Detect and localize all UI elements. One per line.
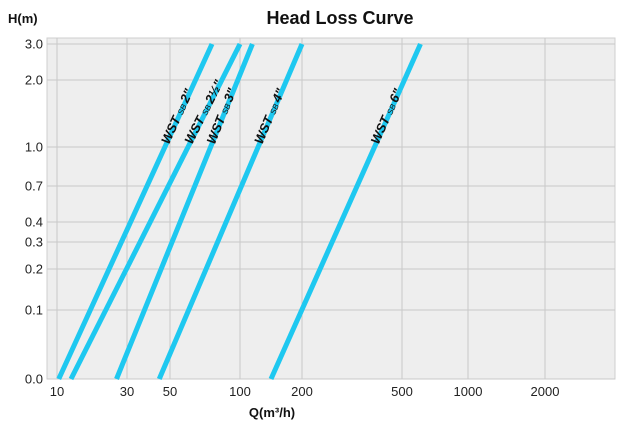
x-tick-label: 200	[291, 384, 313, 399]
series-line	[68, 42, 243, 381]
x-tick-labels: 10 30 50 100 200 500 1000 2000	[50, 384, 560, 399]
x-tick-label: 2000	[531, 384, 560, 399]
y-tick-label: 0.1	[25, 303, 43, 318]
y-tick-label: 3.0	[25, 37, 43, 52]
x-tick-label: 1000	[454, 384, 483, 399]
x-tick-label: 30	[120, 384, 134, 399]
y-tick-labels: 0.0 0.1 0.2 0.3 0.4 0.7 1.0 2.0 3.0	[25, 37, 43, 387]
chart-title: Head Loss Curve	[266, 8, 413, 28]
series-line	[56, 42, 215, 381]
y-axis-title: H(m)	[8, 11, 38, 26]
y-tick-label: 0.7	[25, 179, 43, 194]
series-lines	[56, 42, 423, 381]
x-gridlines	[56, 38, 546, 379]
y-tick-label: 1.0	[25, 140, 43, 155]
x-tick-label: 10	[50, 384, 64, 399]
series-line	[268, 42, 423, 381]
series-line	[156, 43, 305, 380]
y-tick-label: 0.3	[25, 235, 43, 250]
x-tick-label: 100	[229, 384, 251, 399]
y-tick-label: 2.0	[25, 73, 43, 88]
plot-area	[46, 37, 616, 380]
y-tick-label: 0.4	[25, 215, 43, 230]
x-tick-label: 50	[163, 384, 177, 399]
y-tick-label: 0.2	[25, 262, 43, 277]
x-tick-label: 500	[391, 384, 413, 399]
series-line	[114, 43, 255, 380]
y-tick-label: 0.0	[25, 372, 43, 387]
x-axis-title: Q(m³/h)	[249, 405, 295, 420]
